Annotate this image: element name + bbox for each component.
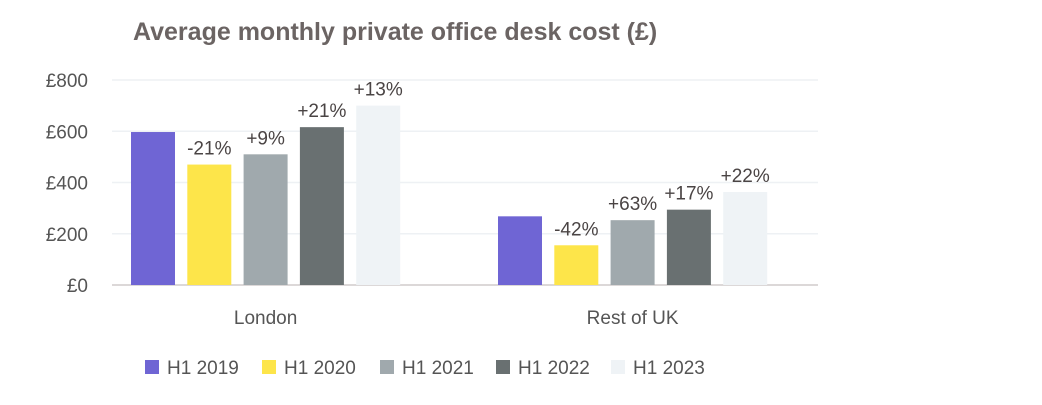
data-label: +21% (297, 101, 346, 122)
data-label: +63% (608, 194, 657, 215)
data-label: +13% (354, 80, 403, 101)
x-tick-label: Rest of UK (587, 308, 679, 329)
y-tick-label: £400 (46, 174, 88, 195)
legend-swatch (145, 360, 159, 374)
legend-label: H1 2019 (167, 358, 239, 379)
legend-label: H1 2021 (402, 358, 474, 379)
data-label: +17% (664, 184, 713, 205)
y-tick-label: £600 (46, 122, 88, 143)
bar (299, 127, 344, 286)
data-label: -21% (187, 139, 231, 160)
bar (243, 154, 288, 285)
bar (554, 245, 599, 285)
bar (723, 191, 768, 285)
y-tick-label: £800 (46, 71, 88, 92)
legend-swatch (380, 360, 394, 374)
legend-label: H1 2020 (284, 358, 356, 379)
data-label: +9% (246, 128, 285, 149)
x-tick-label: London (234, 308, 297, 329)
bar (666, 209, 711, 285)
data-label: +22% (721, 166, 770, 187)
bar (498, 216, 542, 285)
bar (356, 105, 401, 285)
bar (610, 220, 655, 285)
bar (187, 164, 232, 285)
chart-title: Average monthly private office desk cost… (133, 18, 657, 46)
legend-swatch (262, 360, 276, 374)
legend-swatch (496, 360, 510, 374)
legend-label: H1 2023 (633, 358, 705, 379)
y-tick-label: £0 (67, 276, 88, 297)
legend-swatch (611, 360, 625, 374)
legend-label: H1 2022 (518, 358, 590, 379)
y-tick-label: £200 (46, 225, 88, 246)
bar (131, 132, 175, 285)
data-label: -42% (554, 219, 598, 240)
